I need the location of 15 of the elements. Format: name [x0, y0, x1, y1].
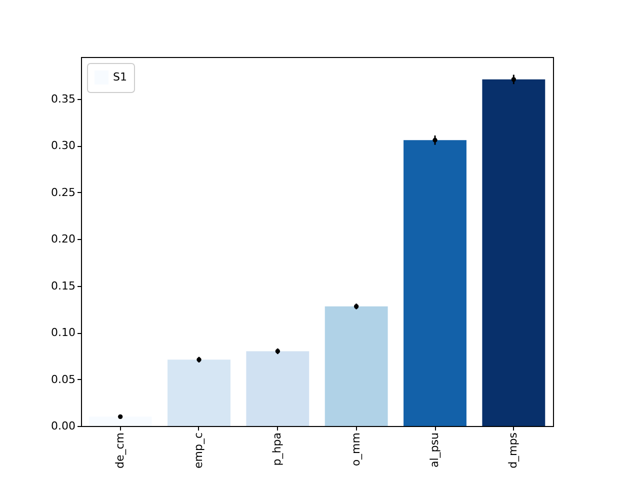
- legend-label: S1: [113, 70, 127, 84]
- y-tick-label: 0.05: [51, 372, 76, 386]
- x-tick-label: al_psu: [428, 432, 441, 468]
- x-tick-label: d_mps: [506, 432, 520, 468]
- y-tick-label: 0.30: [51, 139, 76, 152]
- x-tick-label: emp_c: [192, 432, 205, 469]
- x-tick-label: de_cm: [113, 432, 126, 469]
- x-tick-label: p_hpa: [270, 432, 284, 466]
- y-tick-label: 0.15: [51, 279, 76, 292]
- y-tick-label: 0.00: [51, 420, 76, 432]
- x-tick-label: o_mm: [349, 432, 362, 466]
- y-tick-label: 0.25: [51, 186, 76, 199]
- y-tick-label: 0.20: [51, 232, 76, 246]
- y-tick-label: 0.10: [51, 326, 76, 340]
- y-tick-label: 0.35: [51, 92, 76, 106]
